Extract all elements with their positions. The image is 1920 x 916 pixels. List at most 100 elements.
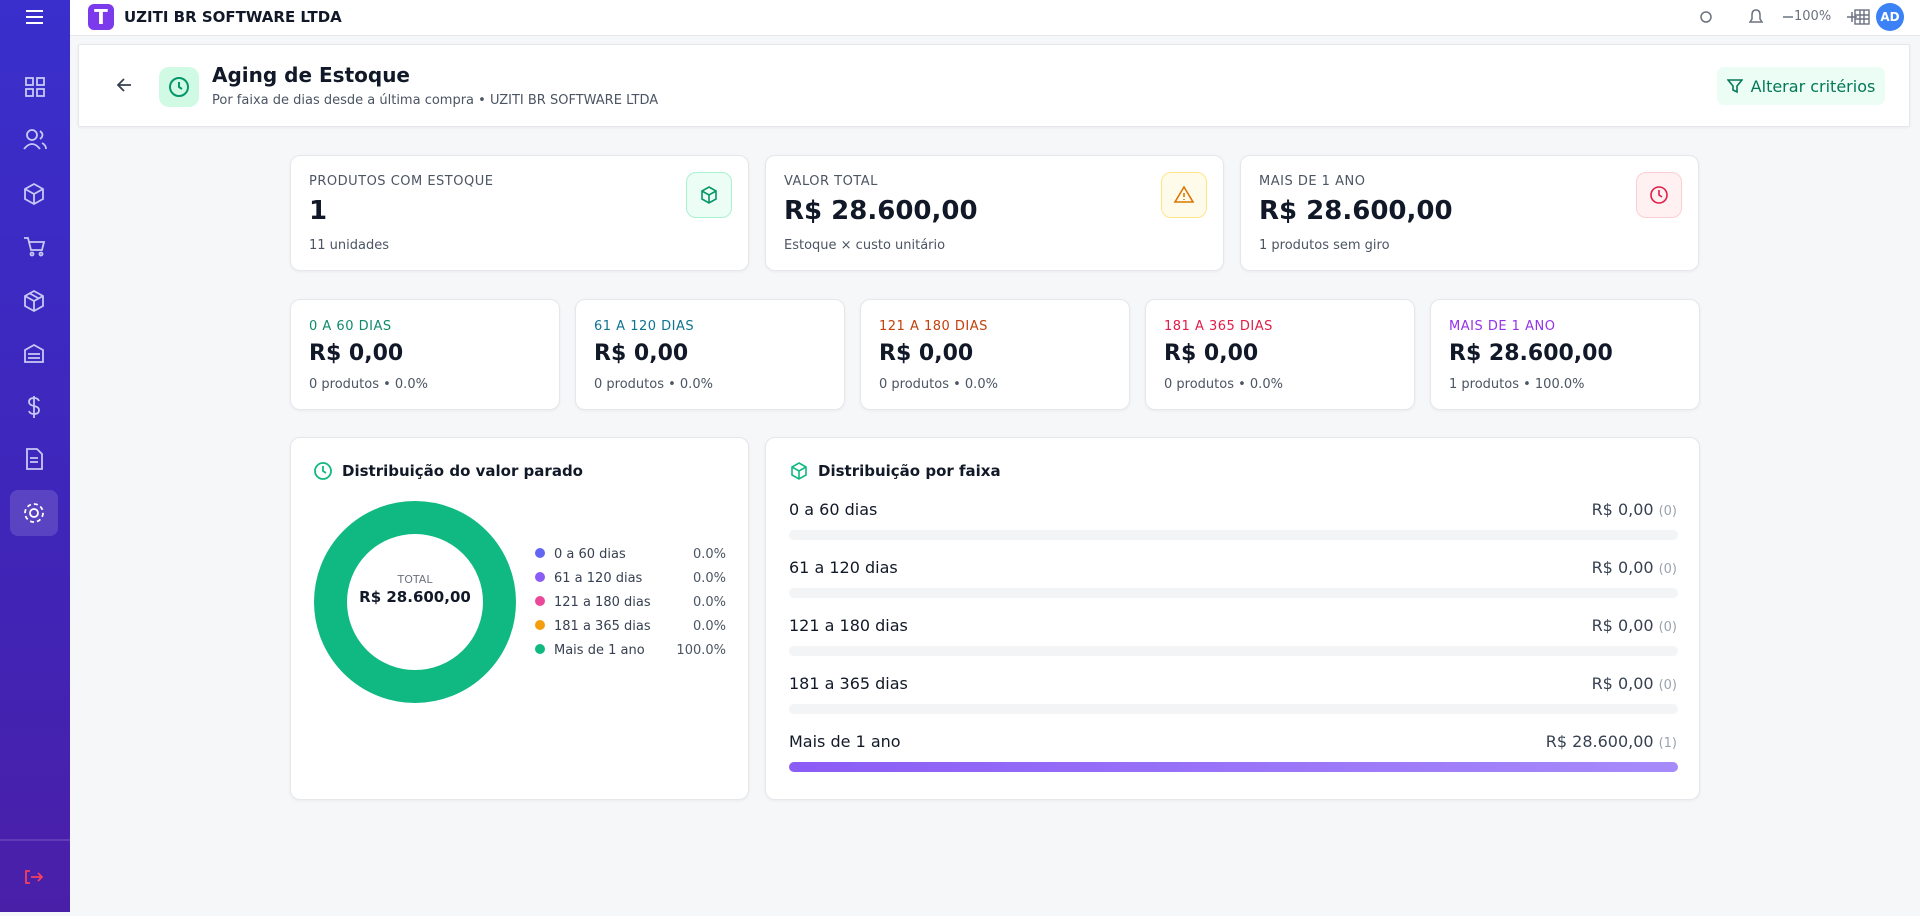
nav-clients[interactable] (26, 129, 38, 141)
stat-card: MAIS DE 1 ANO R$ 28.600,00 1 produtos sem … (1240, 155, 1699, 271)
band-count: (0) (1658, 678, 1677, 693)
band-bar (789, 762, 1678, 772)
band-amount: R$ 28.600,00 (1) (1546, 732, 1677, 751)
range-note: 0 produtos • 0.0% (309, 377, 428, 392)
range-note: 0 produtos • 0.0% (594, 377, 713, 392)
donut-chart: TOTAL R$ 28.600,00 0 a 60 dias 0.0% 61 a 120… (314, 501, 726, 703)
avatar[interactable]: AD (1876, 3, 1904, 31)
logout[interactable] (25, 870, 44, 884)
stat-value: 1 (309, 196, 328, 226)
range-card: MAIS DE 1 ANO R$ 28.600,00 1 produtos • 10… (1430, 299, 1700, 410)
range-value: R$ 28.600,00 (1449, 341, 1613, 366)
range-note: 1 produtos • 100.0% (1449, 377, 1585, 392)
range-card: 121 A 180 DIAS R$ 0,00 0 produtos • 0.0% (860, 299, 1130, 410)
page-title: Aging de Estoque (212, 63, 410, 87)
band-count: (1) (1658, 736, 1677, 751)
legend-label: 61 a 120 dias (554, 571, 643, 586)
range-label: 181 A 365 DIAS (1164, 319, 1273, 334)
nav-cart[interactable] (24, 237, 46, 251)
band-amount: R$ 0,00 (0) (1592, 616, 1677, 635)
range-card: 181 A 365 DIAS R$ 0,00 0 produtos • 0.0% (1145, 299, 1415, 410)
range-label: 121 A 180 DIAS (879, 319, 988, 334)
range-value: R$ 0,00 (594, 341, 689, 366)
range-note: 0 produtos • 0.0% (879, 377, 998, 392)
sidebar-icons (0, 77, 70, 884)
donut-panel: Distribuição do valor parado TOTAL R$ 28.… (290, 437, 749, 800)
legend-value: 0.0% (693, 619, 726, 634)
company-name: UZITI BR SOFTWARE LTDA (124, 8, 342, 26)
panel-icon (791, 462, 807, 480)
stat-icon (1636, 172, 1682, 218)
nav-dashboard[interactable] (25, 77, 34, 86)
zoom-level: 100% (1794, 9, 1832, 24)
band-label: 121 a 180 dias (789, 616, 908, 635)
panel-title: Distribuição do valor parado (342, 462, 583, 480)
range-value: R$ 0,00 (1164, 341, 1259, 366)
legend-swatch (535, 572, 545, 582)
nav-icons (23, 77, 47, 470)
band-amount-value: R$ 0,00 (1591, 674, 1654, 693)
legend-label: 0 a 60 dias (554, 547, 626, 562)
stat-label: MAIS DE 1 ANO (1259, 174, 1366, 189)
legend-label: 181 a 365 dias (554, 619, 651, 634)
change-criteria-button[interactable]: Alterar critérios (1717, 67, 1885, 105)
range-card: 61 A 120 DIAS R$ 0,00 0 produtos • 0.0% (575, 299, 845, 410)
nav-finance[interactable] (28, 396, 40, 418)
apps[interactable] (1854, 9, 1870, 25)
band-track (789, 704, 1678, 714)
nav-warehouse[interactable] (24, 343, 44, 363)
button-label: Alterar critérios (1750, 76, 1876, 96)
nav-reports[interactable] (26, 448, 43, 470)
stat-icon (1161, 172, 1207, 218)
stat-note: Estoque × custo unitário (784, 238, 946, 253)
stat-label: VALOR TOTAL (784, 174, 878, 189)
logo: T (88, 4, 114, 30)
tool-icon[interactable] (1700, 11, 1712, 23)
notifications[interactable] (1748, 9, 1764, 23)
band-label: 181 a 365 dias (789, 674, 908, 693)
range-card: 0 A 60 DIAS R$ 0,00 0 produtos • 0.0% (290, 299, 560, 410)
stat-value: R$ 28.600,00 (784, 196, 978, 226)
page-header: Aging de Estoque Por faixa de dias desde… (78, 44, 1910, 127)
legend-swatch (535, 596, 545, 606)
band-amount: R$ 0,00 (0) (1592, 674, 1677, 693)
band-track (789, 646, 1678, 656)
stat-note: 11 unidades (309, 238, 390, 253)
nav-products[interactable] (24, 182, 44, 206)
stat-label: PRODUTOS COM ESTOQUE (309, 174, 494, 189)
range-value: R$ 0,00 (309, 341, 404, 366)
topbar: T UZITI BR SOFTWARE LTDA 100% AD (26, 0, 1920, 36)
band-label: 0 a 60 dias (789, 500, 878, 519)
band-label: 61 a 120 dias (789, 558, 898, 577)
band-amount-value: R$ 0,00 (1591, 558, 1654, 577)
band-count: (0) (1658, 504, 1677, 519)
menu-button[interactable] (0, 0, 70, 35)
panel-icon (314, 462, 332, 480)
stat-value: R$ 28.600,00 (1259, 196, 1453, 226)
range-label: 0 A 60 DIAS (309, 319, 392, 334)
stat-card: PRODUTOS COM ESTOQUE 1 11 unidades (290, 155, 749, 271)
legend-value: 0.0% (693, 571, 726, 586)
bands-panel: Distribuição por faixa 0 a 60 dias R$ 0,0… (765, 437, 1700, 800)
range-label: 61 A 120 DIAS (594, 319, 695, 334)
band-amount: R$ 0,00 (0) (1592, 500, 1677, 519)
band-track (789, 588, 1678, 598)
band-track (789, 530, 1678, 540)
legend-swatch (535, 548, 545, 558)
nav-stock[interactable] (24, 289, 44, 313)
range-value: R$ 0,00 (879, 341, 974, 366)
page-subtitle: Por faixa de dias desde a última compra … (212, 93, 659, 108)
stat-card: VALOR TOTAL R$ 28.600,00 Estoque × custo u… (765, 155, 1224, 271)
legend-value: 0.0% (693, 595, 726, 610)
band-count: (0) (1658, 562, 1677, 577)
legend-label: Mais de 1 ano (554, 643, 645, 658)
legend-label: 121 a 180 dias (554, 595, 651, 610)
sidebar (0, 0, 70, 912)
stat-note: 1 produtos sem giro (1259, 238, 1390, 253)
nav-settings-gear (24, 503, 44, 523)
legend-value: 100.0% (676, 643, 726, 658)
panel-title: Distribuição por faixa (818, 462, 1001, 480)
nav-settings[interactable] (29, 508, 39, 518)
back-button[interactable] (115, 75, 135, 95)
